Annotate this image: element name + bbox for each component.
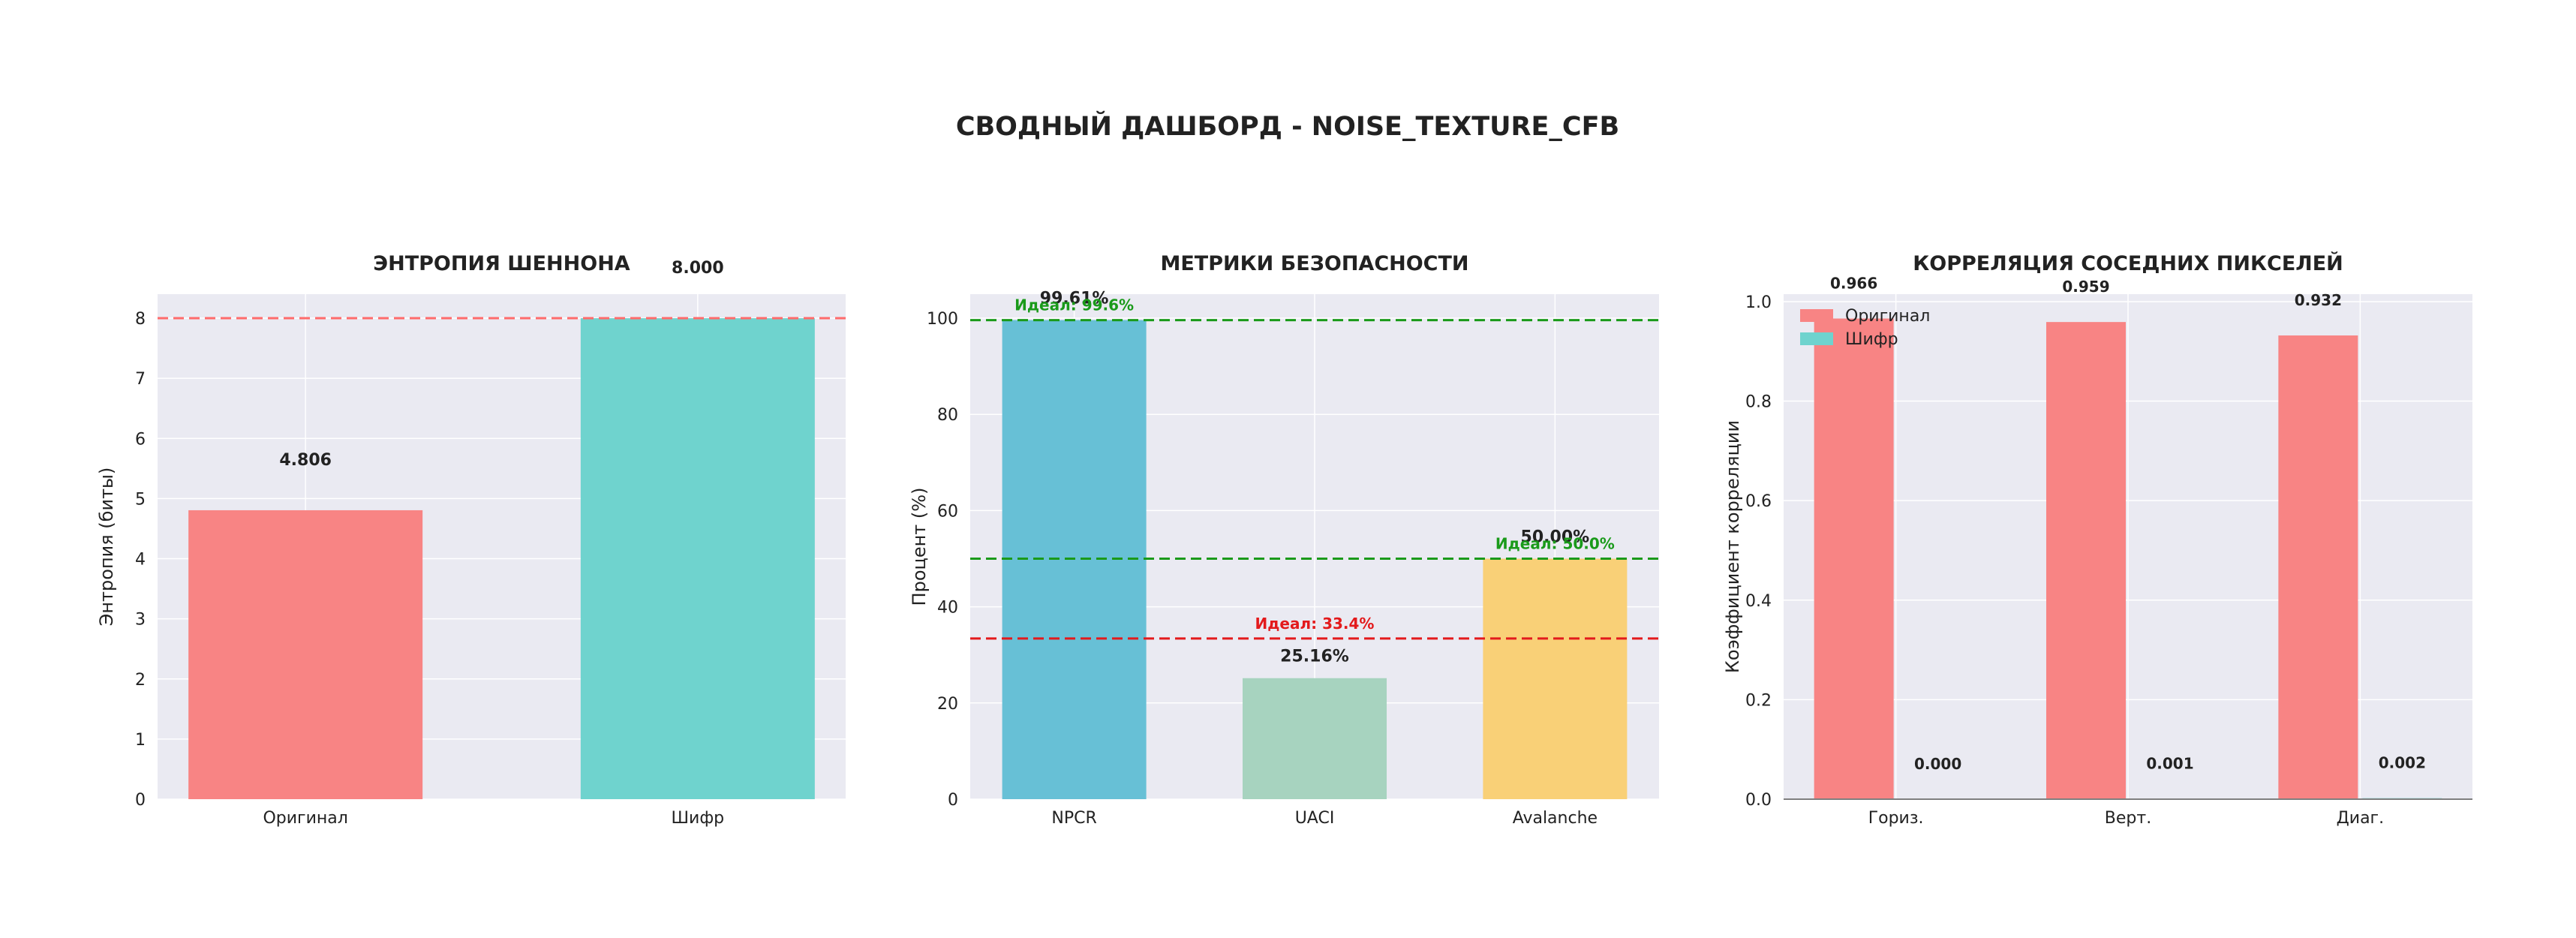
legend-label: Шифр: [1845, 330, 1898, 349]
y-tick-label: 1.0: [1745, 293, 1772, 312]
y-tick-label: 0.2: [1745, 691, 1772, 710]
bar-0: [188, 510, 423, 799]
y-tick-label: 60: [937, 502, 958, 521]
y-tick-label: 3: [135, 611, 146, 630]
x-tick-label: Диаг.: [2337, 809, 2385, 828]
y-tick-label: 0: [948, 791, 958, 810]
ideal-label: Идеал: 50.0%: [1495, 535, 1615, 553]
x-tick-label: Шифр: [672, 809, 725, 828]
legend: Оригинал Шифр: [1800, 307, 1930, 349]
y-tick-label: 0.4: [1745, 592, 1772, 611]
y-tick-label: 0: [135, 791, 146, 810]
ideal-label: Идеал: 33.4%: [1255, 615, 1375, 633]
dashboard-title: СВОДНЫЙ ДАШБОРД - NOISE_TEXTURE_CFB: [956, 110, 1619, 142]
x-tick-label: UACI: [1295, 809, 1335, 828]
bar-value-label: 8.000: [672, 259, 724, 278]
ideal-label: Идеал: 99.6%: [1014, 296, 1134, 314]
y-tick-label: 8: [135, 310, 146, 329]
chart-title: ЭНТРОПИЯ ШЕННОНА: [373, 252, 630, 275]
bar-value-label: 0.001: [2146, 754, 2193, 772]
y-tick-label: 0.0: [1745, 791, 1772, 810]
bar-value-label: 50.00%: [1521, 528, 1590, 547]
x-tick-label: Оригинал: [263, 809, 347, 828]
y-tick-label: 0.6: [1745, 492, 1772, 511]
bar-value-label: 0.000: [1914, 755, 1961, 773]
bar-value-label: 0.002: [2379, 754, 2426, 772]
bar-value-label: 4.806: [279, 451, 332, 470]
security-metrics-chart: 0 20 40 60 80 100 МЕТРИКИ БЕЗОПАСНОСТИ Процент …: [909, 252, 1659, 828]
bar-1: [1243, 678, 1387, 799]
y-tick-label: 2: [135, 671, 146, 690]
y-axis-label: Процент (%): [909, 488, 930, 606]
y-tick-label: 80: [937, 406, 958, 425]
y-tick-label: 100: [927, 310, 958, 329]
y-tick-label: 6: [135, 430, 146, 449]
entropy-chart: 0 1 2 3 4 5 6 7 8 ЭНТРОПИЯ ШЕННОНА Энтропия (биты)…: [96, 252, 846, 828]
x-tick-label: NPCR: [1051, 809, 1096, 828]
bar-value-label: 25.16%: [1280, 648, 1349, 666]
legend-swatch: [1800, 332, 1833, 345]
y-tick-label: 0.8: [1745, 393, 1772, 412]
y-tick-label: 1: [135, 731, 146, 750]
y-tick-label: 7: [135, 370, 146, 389]
y-axis-label: Коэффициент корреляции: [1722, 420, 1743, 673]
y-tick-label: 20: [937, 695, 958, 714]
bar-value-label: 0.966: [1830, 274, 1877, 292]
bar-Оригинал: [2046, 322, 2126, 799]
pixel-correlation-chart: 0.0 0.2 0.4 0.6 0.8 1.0 КОРРЕЛЯЦИЯ СОСЕДНИХ ПИ…: [1722, 251, 2472, 828]
bar-2: [1483, 558, 1628, 799]
legend-label: Оригинал: [1845, 307, 1930, 326]
bar-Оригинал: [2278, 335, 2358, 799]
chart-title: КОРРЕЛЯЦИЯ СОСЕДНИХ ПИКСЕЛЕЙ: [1913, 251, 2343, 275]
bar-value-label: 99.61%: [1040, 290, 1109, 308]
bar-value-label: 0.932: [2295, 291, 2342, 309]
y-tick-label: 5: [135, 490, 146, 509]
y-axis-label: Энтропия (биты): [96, 467, 117, 627]
bar-value-label: 0.959: [2062, 278, 2109, 296]
y-tick-label: 40: [937, 599, 958, 618]
x-tick-label: Верт.: [2105, 809, 2151, 828]
x-tick-label: Гориз.: [1868, 809, 1924, 828]
x-tick-label: Avalanche: [1513, 809, 1598, 828]
bar-Оригинал: [1814, 318, 1894, 800]
chart-title: МЕТРИКИ БЕЗОПАСНОСТИ: [1160, 252, 1468, 275]
bar-1: [580, 318, 815, 799]
legend-swatch: [1800, 309, 1833, 322]
y-tick-label: 4: [135, 551, 146, 570]
